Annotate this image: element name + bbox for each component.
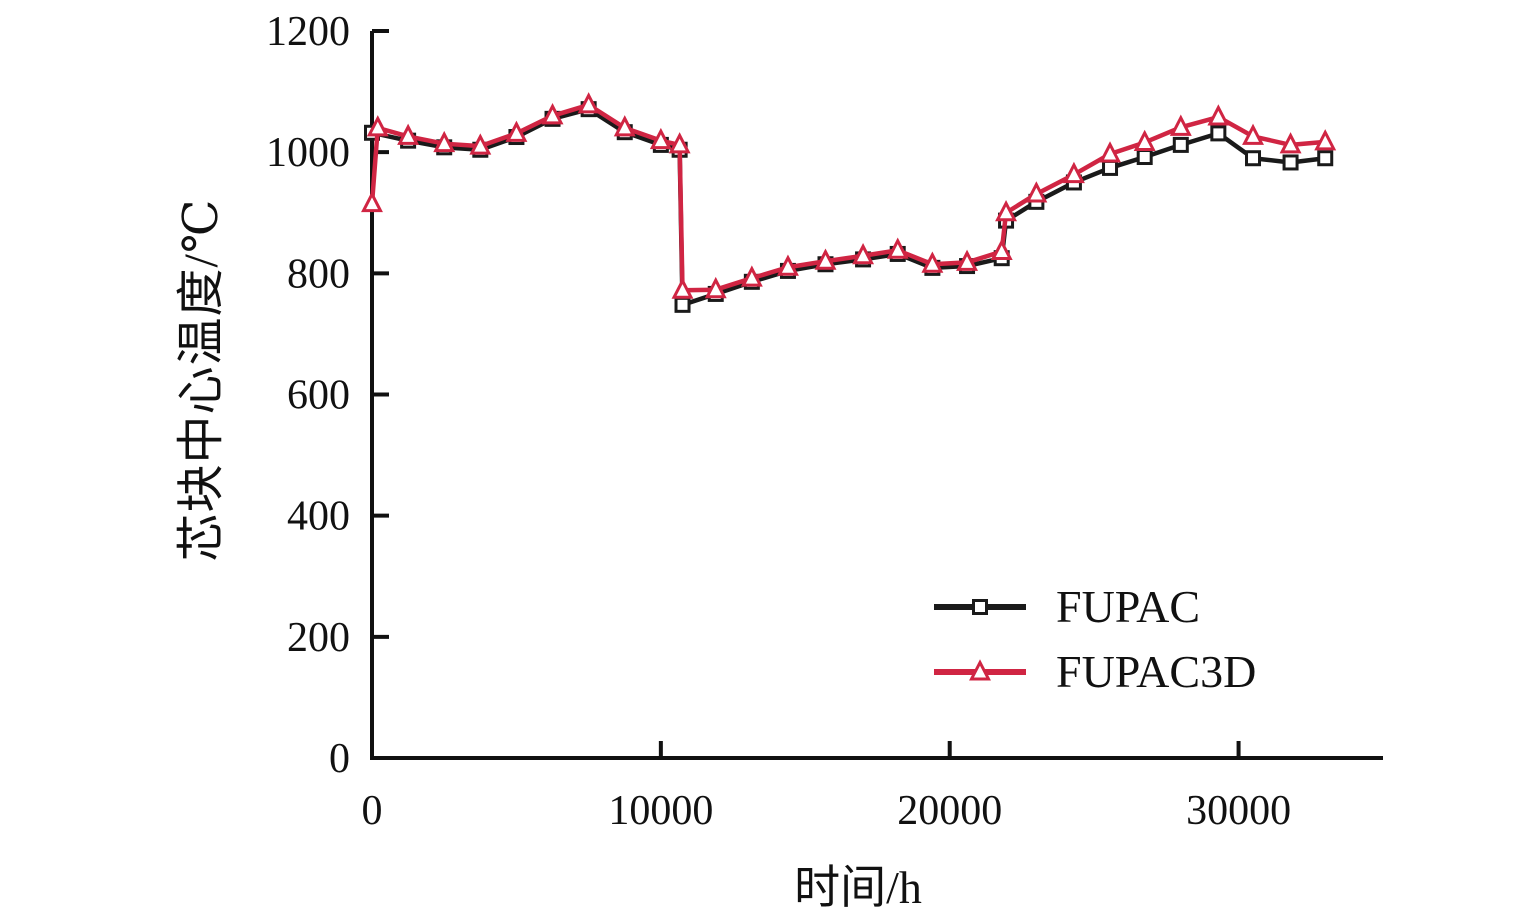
svg-text:20000: 20000 <box>897 788 1002 834</box>
svg-text:400: 400 <box>287 494 350 540</box>
svg-text:1200: 1200 <box>266 9 350 55</box>
svg-text:0: 0 <box>329 736 350 782</box>
svg-text:600: 600 <box>287 373 350 419</box>
legend-label-fupac3d: FUPAC3D <box>1056 645 1257 697</box>
legend-label-fupac: FUPAC <box>1056 580 1201 632</box>
svg-text:10000: 10000 <box>608 788 713 834</box>
series-fupac3d <box>361 92 1337 299</box>
legend-row-fupac3d: FUPAC3D <box>930 639 1256 704</box>
svg-text:0: 0 <box>362 788 383 834</box>
legend-row-fupac: FUPAC <box>930 574 1256 639</box>
y-axis-title: 芯块中心温度/℃ <box>175 198 228 562</box>
svg-text:200: 200 <box>287 615 350 661</box>
svg-text:800: 800 <box>287 251 350 297</box>
legend: FUPAC FUPAC3D <box>930 574 1256 704</box>
fupac-line-square-marker-icon <box>934 598 1026 615</box>
x-axis-title: 时间/h <box>794 862 922 913</box>
svg-text:30000: 30000 <box>1186 788 1291 834</box>
fupac3d-line-triangle-marker-icon <box>934 658 1026 680</box>
svg-text:1000: 1000 <box>266 130 350 176</box>
